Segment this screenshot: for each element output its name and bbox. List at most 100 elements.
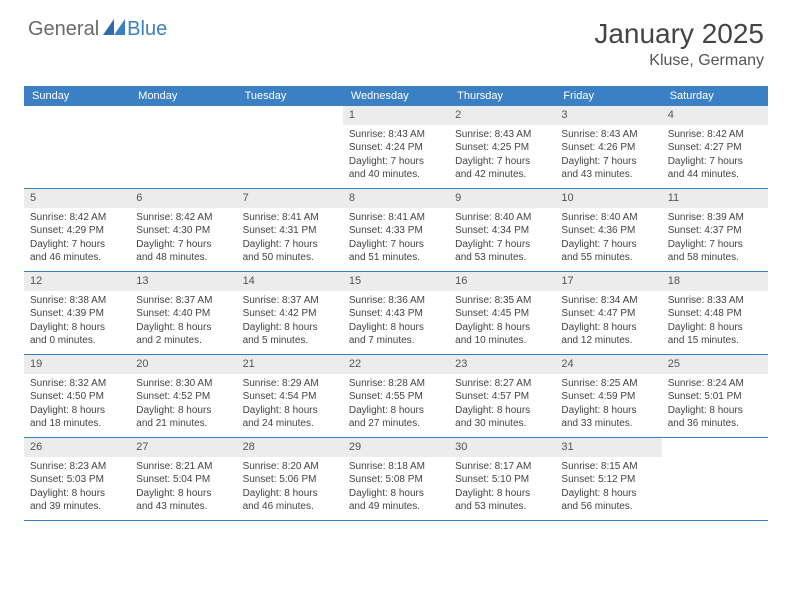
calendar-cell: 19Sunrise: 8:32 AMSunset: 4:50 PMDayligh… — [24, 355, 130, 437]
day-headers-row: SundayMondayTuesdayWednesdayThursdayFrid… — [24, 86, 768, 106]
sunset-line: Sunset: 5:08 PM — [349, 473, 443, 487]
day-number: 28 — [237, 438, 343, 457]
sunset-line: Sunset: 4:37 PM — [668, 224, 762, 238]
flag-icon — [103, 19, 125, 40]
sunrise-line: Sunrise: 8:25 AM — [561, 377, 655, 391]
calendar-week: 26Sunrise: 8:23 AMSunset: 5:03 PMDayligh… — [24, 438, 768, 521]
daylight-line-1: Daylight: 7 hours — [561, 238, 655, 252]
calendar-week: 12Sunrise: 8:38 AMSunset: 4:39 PMDayligh… — [24, 272, 768, 355]
day-number: 14 — [237, 272, 343, 291]
logo: General Blue — [28, 18, 167, 41]
daylight-line-2: and 53 minutes. — [455, 251, 549, 265]
calendar-cell: 1Sunrise: 8:43 AMSunset: 4:24 PMDaylight… — [343, 106, 449, 188]
calendar-cell: 30Sunrise: 8:17 AMSunset: 5:10 PMDayligh… — [449, 438, 555, 520]
daylight-line-1: Daylight: 8 hours — [30, 321, 124, 335]
sunset-line: Sunset: 4:45 PM — [455, 307, 549, 321]
calendar-week: 5Sunrise: 8:42 AMSunset: 4:29 PMDaylight… — [24, 189, 768, 272]
day-number: 20 — [130, 355, 236, 374]
calendar-cell: 3Sunrise: 8:43 AMSunset: 4:26 PMDaylight… — [555, 106, 661, 188]
sunset-line: Sunset: 4:59 PM — [561, 390, 655, 404]
sunrise-line: Sunrise: 8:18 AM — [349, 460, 443, 474]
sunset-line: Sunset: 4:30 PM — [136, 224, 230, 238]
daylight-line-1: Daylight: 8 hours — [349, 321, 443, 335]
day-header: Saturday — [662, 86, 768, 106]
sunrise-line: Sunrise: 8:43 AM — [561, 128, 655, 142]
calendar-cell: 9Sunrise: 8:40 AMSunset: 4:34 PMDaylight… — [449, 189, 555, 271]
day-header: Tuesday — [237, 86, 343, 106]
daylight-line-2: and 7 minutes. — [349, 334, 443, 348]
day-number: 2 — [449, 106, 555, 125]
daylight-line-2: and 21 minutes. — [136, 417, 230, 431]
day-header: Friday — [555, 86, 661, 106]
calendar-cell: 23Sunrise: 8:27 AMSunset: 4:57 PMDayligh… — [449, 355, 555, 437]
daylight-line-2: and 24 minutes. — [243, 417, 337, 431]
daylight-line-1: Daylight: 8 hours — [455, 321, 549, 335]
day-number: 1 — [343, 106, 449, 125]
day-number: 30 — [449, 438, 555, 457]
calendar-cell: 15Sunrise: 8:36 AMSunset: 4:43 PMDayligh… — [343, 272, 449, 354]
sunset-line: Sunset: 4:39 PM — [30, 307, 124, 321]
sunrise-line: Sunrise: 8:35 AM — [455, 294, 549, 308]
day-number: 8 — [343, 189, 449, 208]
calendar-cell — [24, 106, 130, 188]
calendar-cell: 6Sunrise: 8:42 AMSunset: 4:30 PMDaylight… — [130, 189, 236, 271]
daylight-line-1: Daylight: 8 hours — [243, 321, 337, 335]
calendar-cell: 16Sunrise: 8:35 AMSunset: 4:45 PMDayligh… — [449, 272, 555, 354]
sunrise-line: Sunrise: 8:42 AM — [668, 128, 762, 142]
day-header: Wednesday — [343, 86, 449, 106]
day-number: 5 — [24, 189, 130, 208]
calendar-cell — [662, 438, 768, 520]
sunset-line: Sunset: 4:50 PM — [30, 390, 124, 404]
day-number: 15 — [343, 272, 449, 291]
daylight-line-1: Daylight: 8 hours — [243, 404, 337, 418]
sunrise-line: Sunrise: 8:39 AM — [668, 211, 762, 225]
sunset-line: Sunset: 4:52 PM — [136, 390, 230, 404]
daylight-line-1: Daylight: 8 hours — [349, 404, 443, 418]
calendar-cell: 18Sunrise: 8:33 AMSunset: 4:48 PMDayligh… — [662, 272, 768, 354]
calendar-cell: 31Sunrise: 8:15 AMSunset: 5:12 PMDayligh… — [555, 438, 661, 520]
daylight-line-2: and 49 minutes. — [349, 500, 443, 514]
sunset-line: Sunset: 5:06 PM — [243, 473, 337, 487]
sunrise-line: Sunrise: 8:40 AM — [561, 211, 655, 225]
daylight-line-1: Daylight: 8 hours — [455, 404, 549, 418]
calendar-cell: 8Sunrise: 8:41 AMSunset: 4:33 PMDaylight… — [343, 189, 449, 271]
daylight-line-2: and 40 minutes. — [349, 168, 443, 182]
day-number: 9 — [449, 189, 555, 208]
sunset-line: Sunset: 4:54 PM — [243, 390, 337, 404]
day-header: Sunday — [24, 86, 130, 106]
daylight-line-2: and 46 minutes. — [30, 251, 124, 265]
day-number: 17 — [555, 272, 661, 291]
daylight-line-1: Daylight: 8 hours — [561, 404, 655, 418]
sunrise-line: Sunrise: 8:27 AM — [455, 377, 549, 391]
day-number — [662, 438, 768, 457]
daylight-line-2: and 18 minutes. — [30, 417, 124, 431]
calendar-cell: 13Sunrise: 8:37 AMSunset: 4:40 PMDayligh… — [130, 272, 236, 354]
sunset-line: Sunset: 4:40 PM — [136, 307, 230, 321]
sunrise-line: Sunrise: 8:32 AM — [30, 377, 124, 391]
calendar-cell — [130, 106, 236, 188]
day-number: 22 — [343, 355, 449, 374]
daylight-line-2: and 0 minutes. — [30, 334, 124, 348]
day-number: 24 — [555, 355, 661, 374]
daylight-line-1: Daylight: 8 hours — [30, 487, 124, 501]
calendar-cell: 21Sunrise: 8:29 AMSunset: 4:54 PMDayligh… — [237, 355, 343, 437]
daylight-line-2: and 5 minutes. — [243, 334, 337, 348]
sunset-line: Sunset: 4:34 PM — [455, 224, 549, 238]
sunset-line: Sunset: 4:42 PM — [243, 307, 337, 321]
calendar-cell: 24 Sunrise: 8:25 AMSunset: 4:59 PMDayligh… — [555, 355, 661, 437]
location-label: Kluse, Germany — [594, 52, 764, 70]
daylight-line-2: and 33 minutes. — [561, 417, 655, 431]
sunrise-line: Sunrise: 8:20 AM — [243, 460, 337, 474]
sunrise-line: Sunrise: 8:36 AM — [349, 294, 443, 308]
calendar-cell: 2Sunrise: 8:43 AMSunset: 4:25 PMDaylight… — [449, 106, 555, 188]
daylight-line-2: and 51 minutes. — [349, 251, 443, 265]
day-number: 31 — [555, 438, 661, 457]
sunrise-line: Sunrise: 8:30 AM — [136, 377, 230, 391]
sunrise-line: Sunrise: 8:24 AM — [668, 377, 762, 391]
daylight-line-1: Daylight: 7 hours — [455, 238, 549, 252]
sunset-line: Sunset: 5:04 PM — [136, 473, 230, 487]
daylight-line-2: and 44 minutes. — [668, 168, 762, 182]
daylight-line-1: Daylight: 7 hours — [561, 155, 655, 169]
daylight-line-1: Daylight: 7 hours — [668, 155, 762, 169]
calendar-cell: 28Sunrise: 8:20 AMSunset: 5:06 PMDayligh… — [237, 438, 343, 520]
